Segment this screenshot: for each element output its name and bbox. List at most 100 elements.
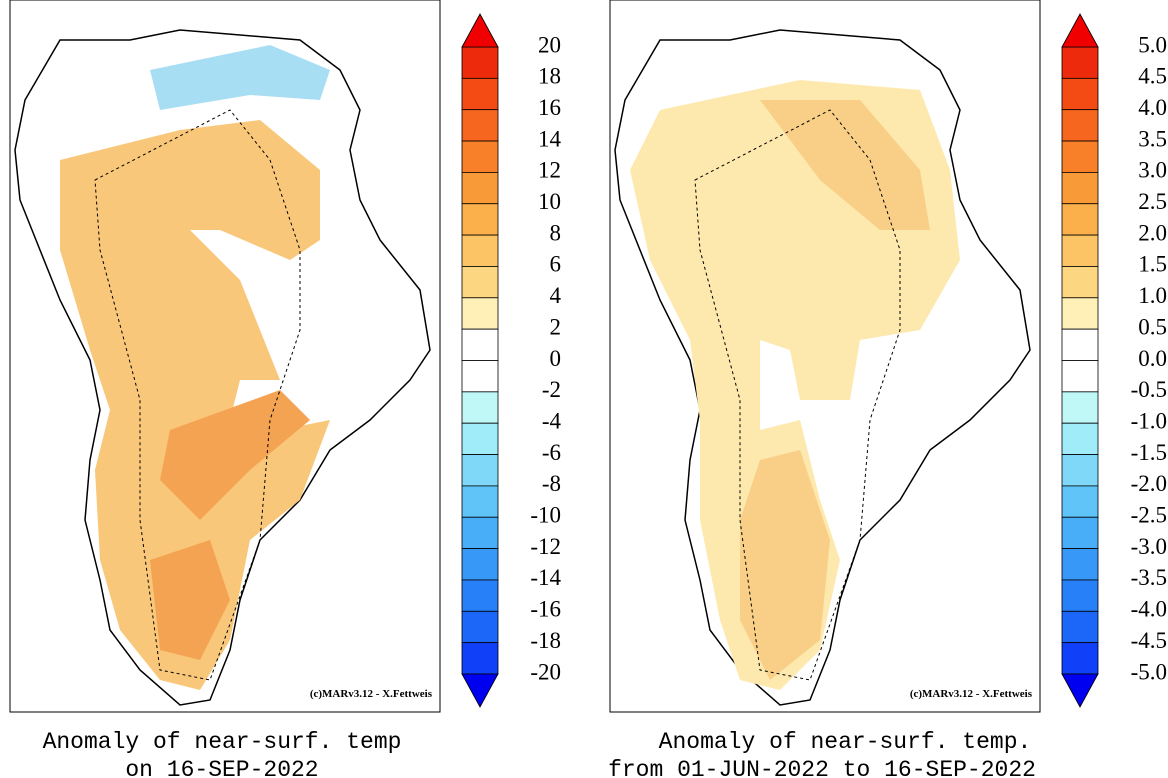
colorbar-label: 12 xyxy=(538,158,561,183)
colorbar-over xyxy=(1061,13,1099,48)
colorbar-label: -4 xyxy=(542,408,562,433)
colorbar-label: 8 xyxy=(550,220,562,245)
caption-line: Anomaly of near-surf. temp xyxy=(43,729,402,755)
colorbar-label: 4 xyxy=(550,283,562,308)
colorbar-label: 18 xyxy=(538,64,561,89)
colorbar-label: 2.0 xyxy=(1138,220,1167,245)
colorbar-segment xyxy=(461,203,499,236)
colorbar-label: -16 xyxy=(530,597,561,622)
colorbar-label: -2.0 xyxy=(1131,471,1167,496)
colorbar-segment xyxy=(461,109,499,142)
colorbar-segment xyxy=(461,46,499,79)
colorbar-label: -4.0 xyxy=(1131,597,1167,622)
colorbar-segment xyxy=(1061,140,1099,173)
colorbar-segment xyxy=(461,422,499,455)
anomaly-area xyxy=(60,120,330,690)
colorbar-segment xyxy=(1061,109,1099,142)
elevation-contour xyxy=(94,109,301,681)
colorbar-label: -20 xyxy=(530,659,561,684)
map-right: (c)MARv3.12 - X.Fettweis xyxy=(609,0,1041,713)
colorbar-segment xyxy=(1061,579,1099,612)
colorbar-label: 2.5 xyxy=(1138,189,1167,214)
colorbar-label: 0 xyxy=(550,346,562,371)
colorbar-under xyxy=(461,673,499,708)
colorbar-segment xyxy=(461,516,499,550)
anomaly-area xyxy=(630,80,960,690)
colorbar-segment xyxy=(461,642,499,675)
colorbar-label: 1.0 xyxy=(1138,283,1167,308)
colorbar-label: 4.0 xyxy=(1138,95,1167,120)
colorbar-label: 5.0 xyxy=(1138,32,1167,57)
colorbar-segment xyxy=(461,171,499,205)
caption-line: from 01-JUN-2022 to 16-SEP-2022 xyxy=(608,757,1036,778)
colorbar-label: 2 xyxy=(550,314,562,339)
colorbar-segment xyxy=(1061,46,1099,79)
colorbar-label: 1.5 xyxy=(1138,252,1167,277)
colorbar-label: 6 xyxy=(550,252,562,277)
elevation-contour xyxy=(694,109,901,681)
colorbar-label: 16 xyxy=(538,95,561,120)
colorbar-label: -1.5 xyxy=(1131,440,1167,465)
colorbar-segment xyxy=(1061,360,1099,393)
caption-line: on 16-SEP-2022 xyxy=(125,757,318,778)
colorbar-over xyxy=(461,13,499,48)
anomaly-area xyxy=(740,100,930,680)
colorbar-segment xyxy=(1061,171,1099,205)
colorbar-segment xyxy=(1061,77,1099,111)
colorbar-segment xyxy=(461,266,499,299)
colorbar-label: 3.0 xyxy=(1138,158,1167,183)
colorbar-label: -12 xyxy=(530,534,561,559)
colorbar-label: -18 xyxy=(530,628,561,653)
colorbar-label: 14 xyxy=(538,126,562,151)
colorbar-label: -5.0 xyxy=(1131,659,1167,684)
colorbar-label: 20 xyxy=(538,32,561,57)
anomaly-area xyxy=(150,45,330,110)
colorbar-segment xyxy=(1061,234,1099,267)
colorbar-label: -6 xyxy=(542,440,561,465)
colorbar-segment xyxy=(461,485,499,518)
colorbar-segment xyxy=(1061,548,1099,581)
colorbar-segment xyxy=(461,360,499,393)
colorbar-segment xyxy=(1061,422,1099,455)
colorbar-label: -8 xyxy=(542,471,561,496)
colorbar-label: 4.5 xyxy=(1138,64,1167,89)
colorbar-segment xyxy=(461,610,499,644)
colorbar-segment xyxy=(461,297,499,330)
colorbar-segment xyxy=(461,140,499,173)
colorbar-label: -0.5 xyxy=(1131,377,1167,402)
map-left: (c)MARv3.12 - X.Fettweis xyxy=(9,0,441,713)
colorbar-label: -1.0 xyxy=(1131,408,1167,433)
colorbar-label: 0.0 xyxy=(1138,346,1167,371)
colorbar-segment xyxy=(461,77,499,111)
colorbar-segment xyxy=(461,391,499,424)
colorbar-segment xyxy=(1061,454,1099,487)
colorbar-segment xyxy=(461,548,499,581)
colorbar-label: -14 xyxy=(530,565,561,590)
credit: (c)MARv3.12 - X.Fettweis xyxy=(310,688,433,700)
colorbar-segment xyxy=(461,454,499,487)
colorbar-under xyxy=(1061,673,1099,708)
colorbar-label: -3.0 xyxy=(1131,534,1167,559)
colorbar-label: -3.5 xyxy=(1131,565,1167,590)
colorbar-segment xyxy=(1061,297,1099,330)
colorbar-segment xyxy=(1061,485,1099,518)
colorbar-segment xyxy=(1061,610,1099,644)
colorbar-segment xyxy=(1061,642,1099,675)
colorbar-label: 0.5 xyxy=(1138,314,1167,339)
colorbars: 20181614121086420-2-4-6-8-10-12-14-16-18… xyxy=(461,13,1167,708)
colorbar-label: -10 xyxy=(530,503,561,528)
colorbar-segment xyxy=(1061,391,1099,424)
anomaly-area xyxy=(150,390,310,660)
colorbar-label: 3.5 xyxy=(1138,126,1167,151)
caption-line: Anomaly of near-surf. temp. xyxy=(659,729,1032,755)
colorbar-segment xyxy=(461,234,499,267)
colorbar-label: 10 xyxy=(538,189,561,214)
colorbar-segment xyxy=(461,328,499,361)
colorbar-label: -2.5 xyxy=(1131,503,1167,528)
colorbar-label: -4.5 xyxy=(1131,628,1167,653)
colorbar-segment xyxy=(461,579,499,612)
colorbar-segment xyxy=(1061,266,1099,299)
colorbar-segment xyxy=(1061,516,1099,550)
colorbar-segment xyxy=(1061,328,1099,361)
